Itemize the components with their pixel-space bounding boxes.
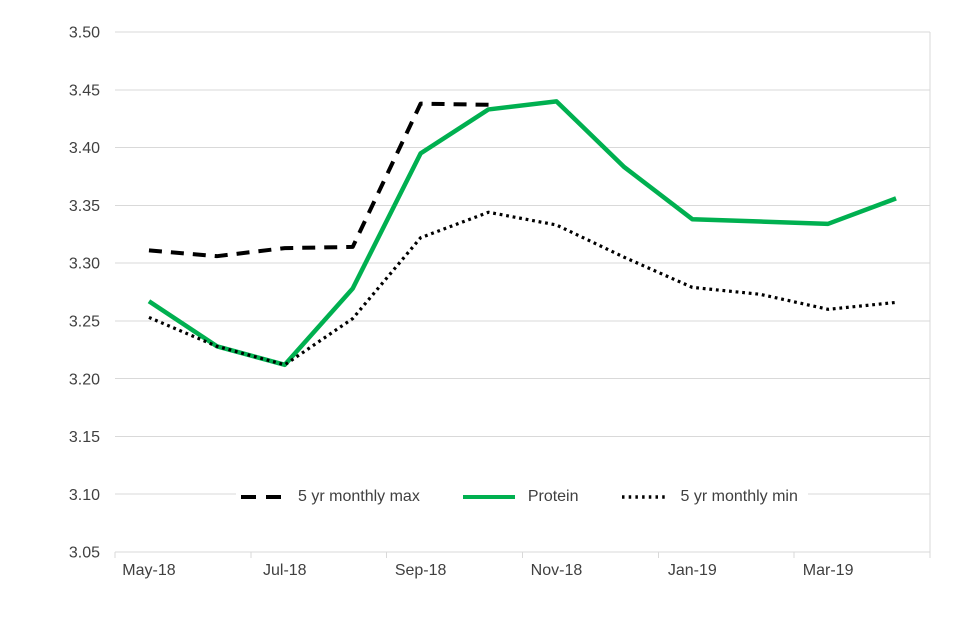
legend-item-5yr-monthly-min: 5 yr monthly min <box>621 489 798 505</box>
solid-line-sample <box>462 495 515 499</box>
svg-text:Jul-18: Jul-18 <box>263 562 307 579</box>
svg-text:Mar-19: Mar-19 <box>803 562 854 579</box>
svg-text:Jan-19: Jan-19 <box>668 562 717 579</box>
svg-text:3.30: 3.30 <box>69 256 100 273</box>
legend-item-5yr-monthly-max: 5 yr monthly max <box>240 489 420 505</box>
svg-text:3.50: 3.50 <box>69 25 100 42</box>
svg-text:3.45: 3.45 <box>69 82 100 99</box>
svg-text:3.40: 3.40 <box>69 140 100 157</box>
svg-text:3.05: 3.05 <box>69 545 100 562</box>
svg-text:3.35: 3.35 <box>69 198 100 215</box>
svg-text:3.15: 3.15 <box>69 429 100 446</box>
svg-text:3.20: 3.20 <box>69 371 100 388</box>
svg-text:May-18: May-18 <box>122 562 175 579</box>
legend-label-protein: Protein <box>527 488 579 505</box>
legend-label-min: 5 yr monthly min <box>680 488 798 505</box>
chart-legend: 5 yr monthly max Protein 5 yr monthly mi… <box>236 481 808 513</box>
svg-text:3.25: 3.25 <box>69 313 100 330</box>
svg-text:Sep-18: Sep-18 <box>395 562 447 579</box>
legend-item-protein: Protein <box>462 489 579 505</box>
legend-label-max: 5 yr monthly max <box>298 488 420 505</box>
dotted-line-sample <box>621 495 668 499</box>
dashed-line-sample <box>241 495 285 499</box>
svg-text:Nov-18: Nov-18 <box>531 562 583 579</box>
svg-text:3.10: 3.10 <box>69 487 100 504</box>
